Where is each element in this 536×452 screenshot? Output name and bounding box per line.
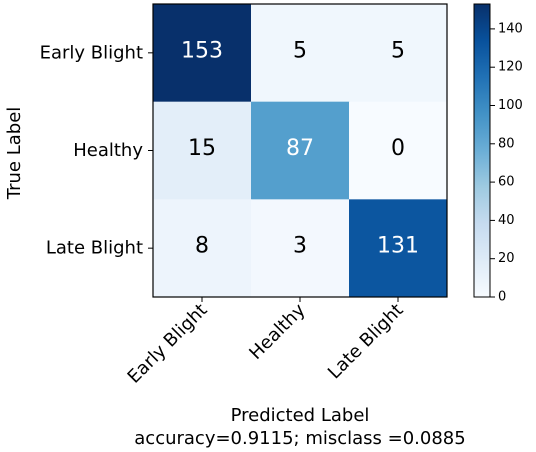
- cell-value-label: 87: [286, 136, 314, 161]
- colorbar-tick-label: 120: [498, 60, 523, 75]
- cell-value-label: 0: [391, 136, 405, 161]
- x-tick-label: Late Blight: [324, 300, 408, 384]
- colorbar-ticks: 0 20 40 60 80 100 120 140: [490, 21, 523, 305]
- x-axis-label: Predicted Label: [231, 405, 370, 426]
- colorbar: 0 20 40 60 80 100 120 140: [473, 3, 523, 305]
- cell-value-label: 153: [181, 38, 223, 63]
- y-axis-ticks: Early Blight Healthy Late Blight: [40, 42, 153, 259]
- heatmap-cell: [153, 4, 252, 103]
- colorbar-tick-label: 60: [498, 175, 515, 190]
- heatmap-cell: [349, 199, 448, 298]
- colorbar-tick-label: 0: [498, 290, 506, 305]
- colorbar-tick-label: 100: [498, 98, 523, 113]
- colorbar-tick-label: 140: [498, 21, 523, 36]
- cell-value-label: 8: [195, 234, 209, 259]
- heatmap-cell: [153, 101, 252, 200]
- heatmap-cell: [153, 199, 252, 298]
- colorbar-tick-label: 80: [498, 136, 515, 151]
- cell-value-label: 131: [377, 234, 419, 259]
- colorbar-gradient: [473, 3, 491, 298]
- cell-value-label: 5: [391, 38, 405, 63]
- heatmap-cell: [349, 101, 448, 200]
- heatmap-cells: 153 5 5 15 87 0 8 3 131: [153, 4, 448, 298]
- heatmap-cell: [251, 199, 350, 298]
- accuracy-footer: accuracy=0.9115; misclass =0.0885: [134, 428, 465, 449]
- x-tick-label: Early Blight: [124, 300, 212, 388]
- cell-value-label: 3: [293, 234, 307, 259]
- x-axis-ticks: Early Blight Healthy Late Blight: [124, 297, 408, 388]
- colorbar-tick-label: 40: [498, 213, 515, 228]
- colorbar-tick-label: 20: [498, 251, 515, 266]
- y-tick-label: Healthy: [73, 140, 143, 161]
- heatmap-cell: [251, 4, 350, 103]
- heatmap-cell: [349, 4, 448, 103]
- y-tick-label: Early Blight: [40, 42, 143, 63]
- y-tick-label: Late Blight: [46, 238, 143, 259]
- x-tick-label: Healthy: [245, 299, 309, 363]
- cell-value-label: 5: [293, 38, 307, 63]
- heatmap-cell: [251, 101, 350, 200]
- cell-value-label: 15: [188, 136, 216, 161]
- y-axis-label: True Label: [4, 107, 25, 201]
